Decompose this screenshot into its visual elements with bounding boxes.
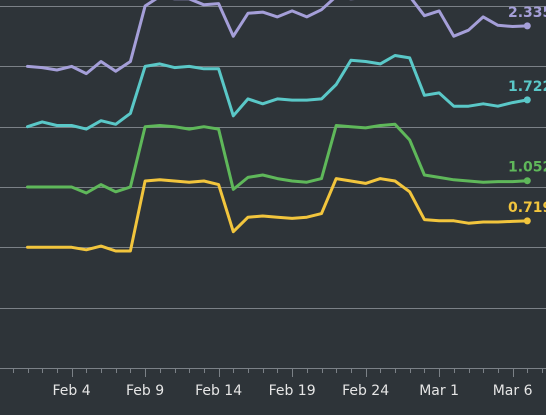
series-line-1 [26,54,529,131]
x-tick-label-feb-24: Feb 24 [342,383,389,399]
series-end-point-3 [523,217,531,225]
series-end-point-2 [523,177,531,185]
series-line-2 [26,122,529,195]
end-labels: 2.335 1.722 1.052 0.719 [508,5,546,216]
series-line-0 [26,0,529,76]
series-end-point-1 [523,96,531,104]
x-tick-label-mar-6: Mar 6 [493,383,533,399]
series-lines [26,0,531,253]
series-end-label-3: 0.719 [508,200,546,216]
gridlines [0,6,546,309]
series-end-label-0: 2.335 [508,5,546,21]
x-tick-label-mar-1: Mar 1 [419,383,459,399]
series-end-label-1: 1.722 [508,79,546,95]
x-tick-label-feb-14: Feb 14 [195,383,242,399]
series-end-label-2: 1.052 [508,160,546,176]
series-line-3 [26,177,529,253]
x-tick-label-feb-19: Feb 19 [269,383,316,399]
x-axis: Feb 4 Feb 9 Feb 14 Feb 19 Feb 24 Mar 1 Mar 6 [0,368,546,399]
x-tick-label-feb-9: Feb 9 [126,383,164,399]
x-tick-label-feb-4: Feb 4 [53,383,91,399]
series-end-point-0 [523,22,531,30]
